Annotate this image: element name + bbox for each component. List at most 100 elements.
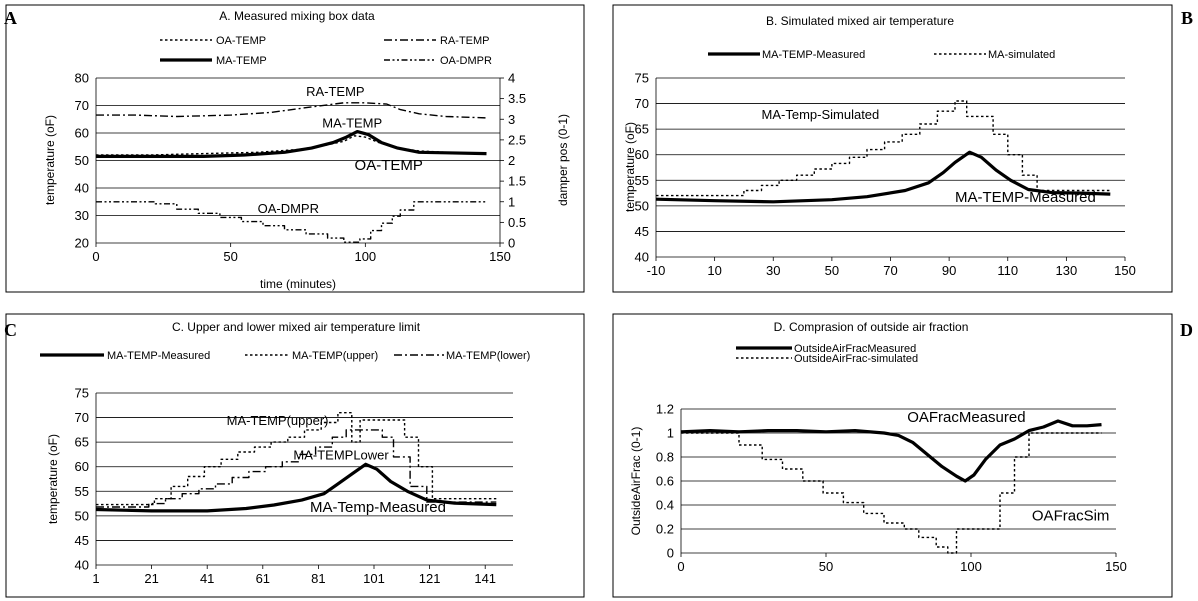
x-tick-label: 10 [707,263,721,278]
x-tick-label: 100 [354,249,376,264]
x-tick-label: -10 [647,263,666,278]
y-tick-label: 30 [75,208,89,223]
annotation-label: MA-TEMP(upper) [227,413,329,428]
annotation-label: OAFracSim [1032,508,1110,525]
y2-tick-label: 3.5 [508,91,526,106]
y-tick-label: 65 [635,122,649,137]
annotation-label: MA-TEMPLower [293,447,389,462]
series-line-ma-temp-lower- [96,429,497,508]
panel-frame [5,4,585,293]
series-line-ma-temp-upper- [96,412,497,506]
series-line-outsideairfracmeasured [680,419,1102,483]
annotation-label: OA-DMPR [258,201,319,216]
y-tick-label: 55 [75,484,89,499]
y2-tick-label: 2.5 [508,132,526,147]
series-line-ma-temp [96,130,487,158]
chart-panel-d: DD. Comprasion of outside air fraction00… [612,313,1193,598]
panel-label: D [1180,320,1193,340]
panel-label: C [4,320,17,340]
annotation-label: MA-TEMP-Measured [955,189,1096,206]
y-tick-label: 0.6 [656,474,674,489]
annotation-label: MA-TEMP [322,116,382,131]
y2-tick-label: 2 [508,153,515,168]
y-tick-label: 45 [635,224,649,239]
y-tick-label: 0 [667,546,674,561]
x-tick-label: 21 [144,571,158,586]
chart-panel-c: C C. Upper and lower mixed air temperatur… [4,313,585,598]
y-axis-label: OutsideAirFrac (0-1) [629,427,643,536]
x-tick-label: 70 [883,263,897,278]
legend-entry: MA-TEMP-Measured [107,350,210,362]
y-tick-label: 0.2 [656,522,674,537]
y2-tick-label: 4 [508,71,515,86]
legend-entry: MA-TEMP(upper) [292,350,378,362]
panel-frame [612,313,1173,598]
annotation-label: OA-TEMP [355,157,423,174]
y-tick-label: 60 [75,126,89,141]
x-tick-label: 61 [256,571,270,586]
x-tick-label: 141 [474,571,496,586]
x-tick-label: 150 [1114,263,1136,278]
x-tick-label: 100 [960,559,982,574]
x-axis-label: time (minutes) [260,277,336,291]
y2-tick-label: 3 [508,112,515,127]
y-tick-label: 60 [75,459,89,474]
y-axis-label: temperature (oF) [46,434,60,524]
y2-tick-label: 1 [508,194,515,209]
y-tick-label: 50 [635,198,649,213]
annotation-label: RA-TEMP [306,84,365,99]
y-tick-label: 45 [75,533,89,548]
x-tick-label: 50 [819,559,833,574]
x-tick-label: 130 [1056,263,1078,278]
y-tick-label: 1 [667,426,674,441]
panel-label: B [1181,8,1193,28]
x-tick-label: 110 [997,263,1018,278]
x-tick-label: 81 [311,571,325,586]
x-tick-label: 150 [1105,559,1127,574]
legend-entry: OutsideAirFracMeasured [794,343,916,355]
chart-title: C. Upper and lower mixed air temperature… [172,320,421,334]
panel-frame [612,4,1173,293]
x-tick-label: 0 [677,559,684,574]
x-tick-label: 41 [200,571,214,586]
x-tick-label: 101 [363,571,385,586]
y-tick-label: 40 [75,558,89,573]
y-tick-label: 1.2 [656,402,674,417]
chart-panel-a: A A. Measured mixing box data203040506070… [4,4,585,293]
y-axis-label: temperature (oF) [43,115,57,205]
y2-tick-label: 0.5 [508,215,526,230]
y-tick-label: 0.8 [656,450,674,465]
y-tick-label: 50 [75,508,89,523]
legend-entry: OutsideAirFrac-simulated [794,353,918,365]
annotation-label: MA-Temp-Simulated [762,107,880,122]
series-line-oa-dmpr [96,201,487,243]
chart-panel-b: B B. Simulated mixed air temperature 40 45 5… [612,4,1193,293]
y-tick-label: 50 [75,153,89,168]
x-tick-label: 0 [92,249,99,264]
y-tick-label: 80 [75,71,89,86]
panel-frame [5,313,585,598]
y-tick-label: 70 [635,96,649,111]
legend-entry: MA-simulated [988,49,1055,61]
series-line-ma-temp-measured [95,462,497,513]
x-tick-label: 121 [419,571,441,586]
chart-title: D. Comprasion of outside air fraction [774,320,969,334]
y-tick-label: 60 [635,147,649,162]
annotation-label: MA-Temp-Measured [310,499,446,516]
y-tick-label: 70 [75,410,89,425]
y2-axis-label: damper pos (0-1) [556,114,570,206]
legend-entry: MA-TEMP [216,55,267,67]
y-tick-label: 0.4 [656,498,674,513]
chart-title: B. Simulated mixed air temperature [766,14,954,28]
y-tick-label: 20 [75,236,89,251]
x-tick-label: 30 [766,263,780,278]
y-axis-label: temperature (oF) [623,122,637,212]
chart-title: A. Measured mixing box data [219,9,375,23]
legend-entry: OA-TEMP [216,35,266,47]
panel-label: A [4,8,17,28]
x-tick-label: 50 [223,249,237,264]
y-tick-label: 75 [75,386,89,401]
x-tick-label: 150 [489,249,511,264]
y-tick-label: 40 [75,181,89,196]
